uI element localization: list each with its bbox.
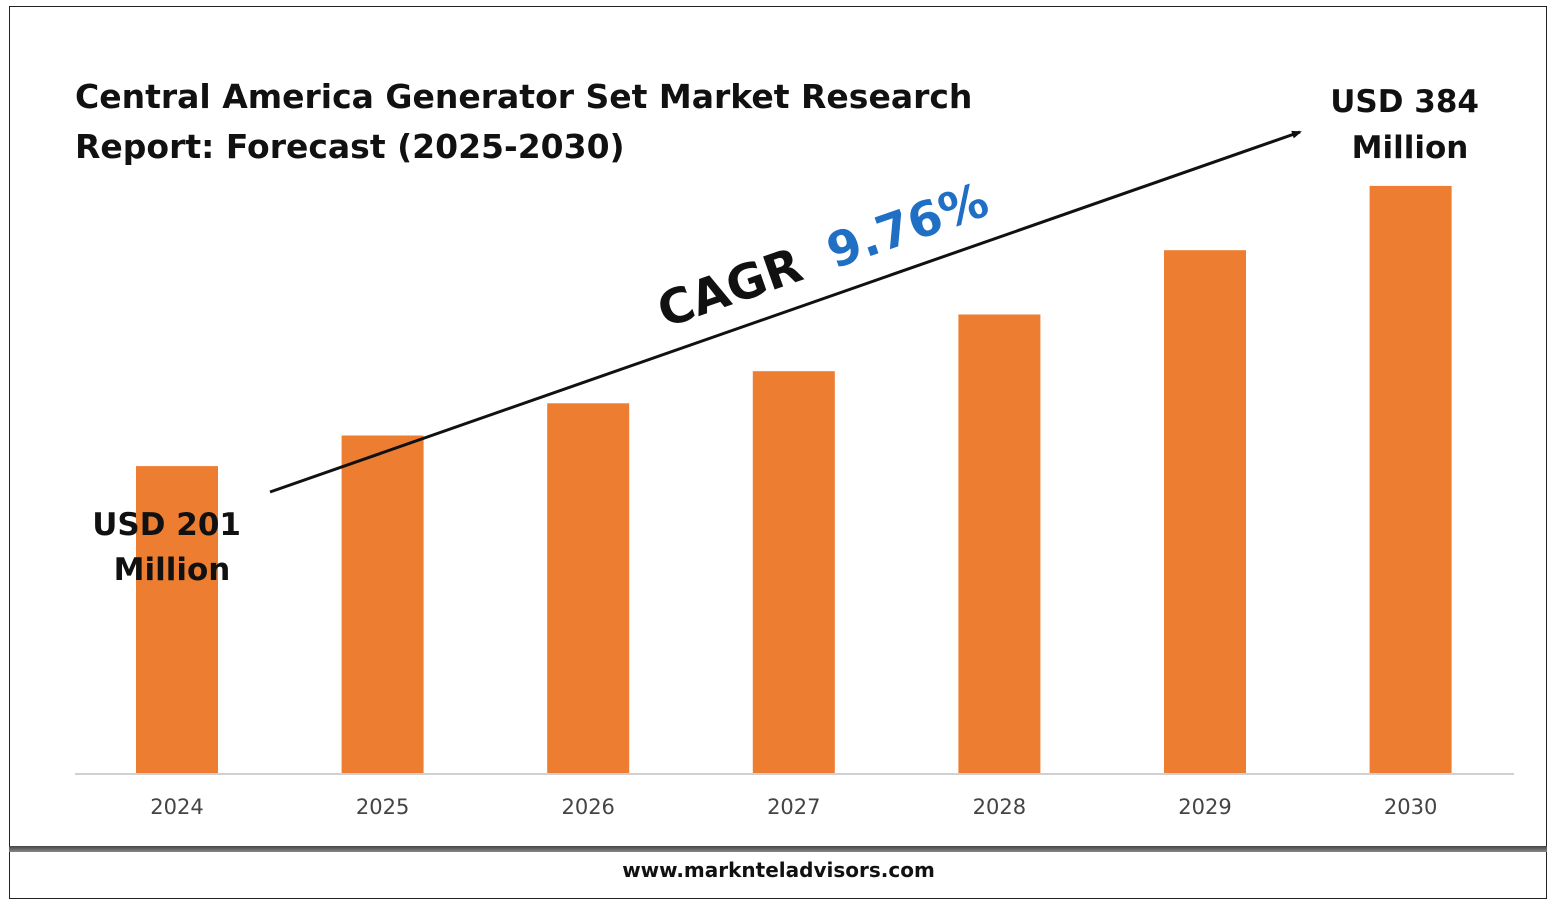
website-link[interactable]: www.marknteladvisors.com	[622, 858, 935, 882]
bar-2024	[136, 466, 218, 774]
x-tick-2024: 2024	[150, 795, 203, 819]
x-tick-2025: 2025	[356, 795, 409, 819]
start-value-line-2: Million	[114, 552, 231, 588]
start-value-label: USD 201 Million	[92, 507, 252, 588]
bar-2026	[547, 403, 630, 774]
bar-2027	[752, 371, 835, 774]
chart-title-line-2: Report: Forecast (2025-2030)	[75, 127, 625, 166]
cagr-prefix: CAGR	[650, 237, 809, 339]
bar-2030	[1369, 185, 1452, 774]
x-tick-2029: 2029	[1178, 795, 1231, 819]
end-value-line-1: USD 384	[1330, 84, 1479, 120]
x-tick-2027: 2027	[767, 795, 820, 819]
x-tick-labels: 2024 2025 2026 2027 2028 2029 2030	[150, 795, 1437, 819]
chart-title-line-1: Central America Generator Set Market Res…	[75, 77, 972, 116]
x-tick-2028: 2028	[973, 795, 1026, 819]
start-value-line-1: USD 201	[92, 507, 241, 543]
bar-2025	[341, 435, 424, 774]
growth-arrow	[269, 130, 1302, 494]
end-value-line-2: Million	[1352, 130, 1469, 166]
x-tick-2026: 2026	[561, 795, 614, 819]
bar-2028	[958, 314, 1041, 774]
footer-divider	[9, 846, 1547, 852]
cagr-value: 9.76%	[820, 172, 996, 280]
end-value-label: USD 384 Million	[1330, 84, 1490, 166]
bar-group	[136, 185, 1452, 774]
x-tick-2030: 2030	[1384, 795, 1437, 819]
bar-2029	[1164, 250, 1246, 774]
